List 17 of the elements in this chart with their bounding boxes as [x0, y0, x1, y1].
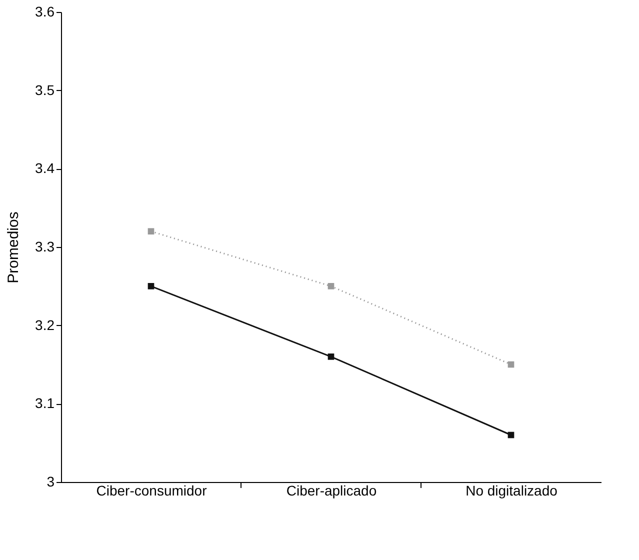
x-tick-label: Ciber-consumidor: [96, 482, 208, 498]
y-tick-label: 3.3: [35, 238, 55, 254]
x-tick-label: No digitalizado: [466, 482, 558, 498]
point: [148, 228, 154, 234]
x-tick-label: Ciber-aplicado: [286, 482, 377, 498]
y-tick-label: 3: [46, 474, 55, 490]
point: [148, 283, 154, 290]
point: [328, 354, 334, 360]
y-axis-title: Promedios: [5, 212, 22, 284]
point: [508, 432, 514, 438]
y-tick-label: 3.4: [35, 160, 55, 176]
point: [328, 283, 334, 290]
y-tick-label: 3.1: [35, 395, 55, 412]
y-tick-label: 3.6: [35, 4, 55, 20]
y-tick-label: 3.2: [35, 316, 55, 333]
y-tick-label: 3.5: [35, 82, 55, 98]
point: [508, 361, 514, 368]
